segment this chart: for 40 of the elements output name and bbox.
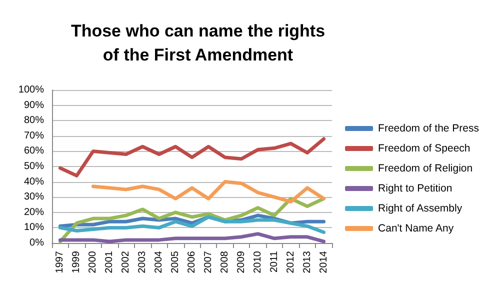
x-tick-label: 2013 [302,250,313,274]
x-tick-label: 1997 [54,250,66,274]
line-series [58,232,326,244]
y-tick-label: 70% [24,130,44,142]
x-tick-label: 2010 [252,250,264,274]
legend-label: Freedom of Religion [378,162,473,174]
x-tick-label: 2005 [170,250,182,274]
x-tick-label: 2001 [104,250,116,274]
legend-label: Can't Name Any [378,222,454,234]
chart-title: Those who can name the rights of the First Amendment [70,22,326,64]
y-tick-label: 80% [24,115,44,126]
x-tick-label: 2007 [202,250,214,274]
legend-label: Right to Petition [378,182,452,194]
x-tick-label: 2006 [186,250,198,274]
y-tick-label: 20% [24,206,44,218]
x-tick-label: 2011 [268,250,280,273]
y-tick-label: 90% [24,100,44,111]
legend-label: Freedom of the Press [378,122,480,134]
line-series [58,196,326,244]
line-series [91,180,326,204]
y-tick-label: 10% [24,222,44,234]
x-tick-label: 1999 [71,250,82,274]
x-tick-label: 2004 [154,250,165,274]
y-tick-label: 100% [18,84,44,96]
x-tick-label: 2000 [88,250,99,274]
y-tick-label: 40% [24,176,44,188]
x-tick-label: 2002 [120,250,132,274]
line-series [58,215,326,234]
y-tick-label: 30% [24,192,44,203]
x-tick-label: 2014 [318,250,330,274]
y-tick-label: 50% [24,161,44,172]
legend-label: Freedom of Speech [378,142,470,154]
x-tick-label: 2003 [137,250,148,274]
x-tick-label: 2012 [285,250,296,274]
line-series [58,137,326,178]
y-tick-label: 0% [30,238,44,248]
legend-label: Right of Assembly [378,202,463,214]
y-tick-label: 60% [24,146,44,157]
x-tick-label: 2009 [236,250,247,274]
x-tick-label: 2008 [219,250,230,274]
